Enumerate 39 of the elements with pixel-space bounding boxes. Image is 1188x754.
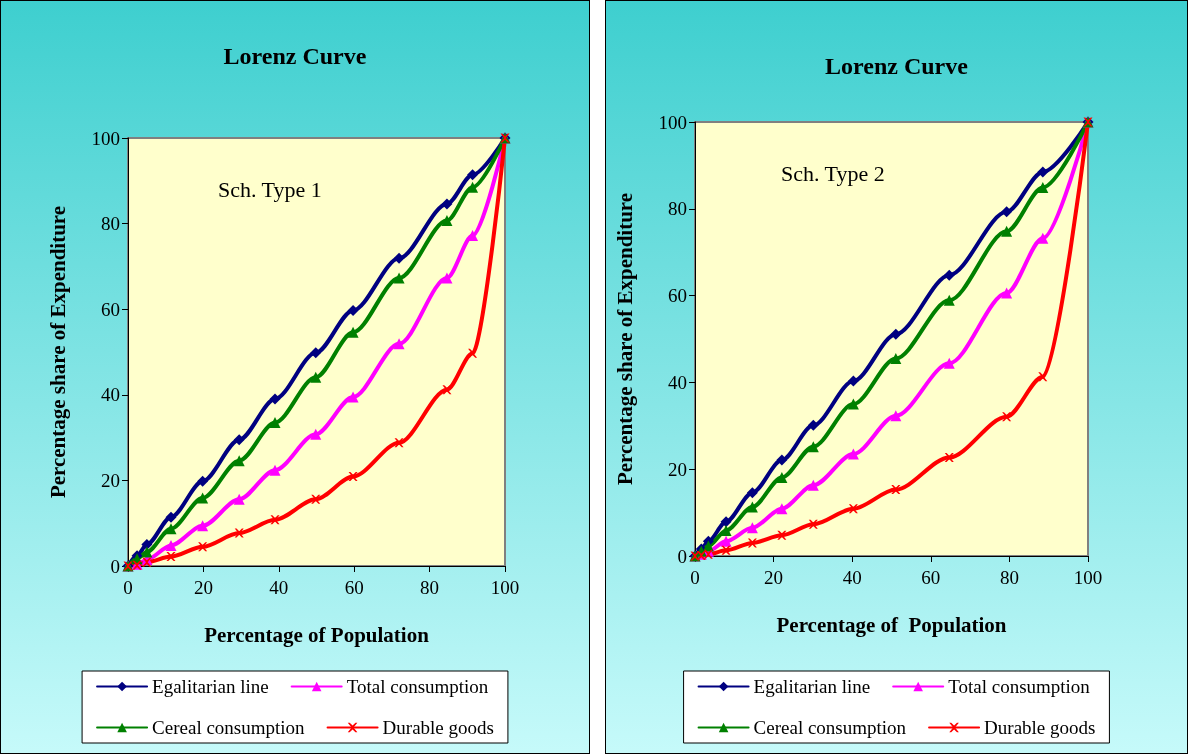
y-tick-label: 20 — [668, 458, 687, 480]
x-tick-label: 40 — [842, 567, 862, 588]
x-tick-label: 20 — [193, 577, 213, 598]
y-tick-label: 40 — [668, 371, 687, 393]
x-tick-label: 40 — [269, 577, 289, 598]
y-tick-label: 20 — [101, 469, 120, 491]
y-axis-title: Percentage share of Expenditure — [45, 205, 70, 499]
legend-label: Cereal consumption — [753, 717, 907, 738]
x-tick-label: 20 — [764, 567, 784, 588]
x-tick-label: 100 — [1073, 567, 1103, 588]
annotation: Sch. Type 1 — [218, 176, 322, 202]
x-tick-label: 80 — [420, 577, 440, 598]
y-tick-label: 80 — [101, 213, 120, 235]
x-tick-label: 0 — [690, 567, 700, 588]
x-tick-label: 0 — [123, 577, 133, 598]
legend-label: Egalitarian line — [753, 676, 871, 697]
annotation: Sch. Type 2 — [781, 160, 885, 186]
legend-label: Egalitarian line — [152, 676, 269, 697]
y-tick-label: 80 — [668, 198, 687, 220]
x-axis-title: Percentage of Population — [204, 622, 430, 647]
x-axis-title: Percentage of Population — [776, 612, 1007, 637]
x-tick-label: 60 — [344, 577, 364, 598]
legend-label: Total consumption — [346, 676, 489, 697]
chart-title: Lorenz Curve — [223, 43, 367, 69]
legend-label: Cereal consumption — [152, 717, 306, 738]
x-tick-label: 80 — [999, 567, 1019, 588]
y-tick-label: 60 — [668, 285, 687, 307]
y-tick-label: 0 — [677, 545, 687, 567]
x-tick-label: 60 — [921, 567, 941, 588]
y-tick-label: 40 — [101, 384, 120, 406]
chart-title: Lorenz Curve — [825, 53, 969, 79]
legend-label: Total consumption — [948, 676, 1091, 697]
y-tick-label: 100 — [91, 127, 120, 149]
y-axis-title: Percentage share of Expenditure — [612, 192, 637, 486]
x-tick-label: 100 — [490, 577, 520, 598]
legend-label: Durable goods — [382, 717, 494, 738]
y-tick-label: 60 — [101, 298, 120, 320]
y-tick-label: 100 — [658, 111, 687, 133]
legend-label: Durable goods — [984, 717, 1096, 738]
